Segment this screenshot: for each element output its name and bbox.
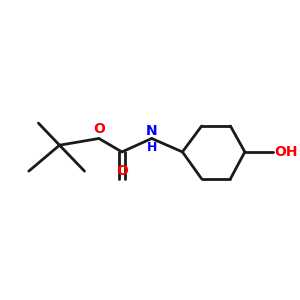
Text: N: N xyxy=(146,124,158,138)
Text: H: H xyxy=(146,141,157,154)
Text: OH: OH xyxy=(274,145,298,159)
Text: O: O xyxy=(116,164,128,178)
Text: O: O xyxy=(93,122,105,136)
